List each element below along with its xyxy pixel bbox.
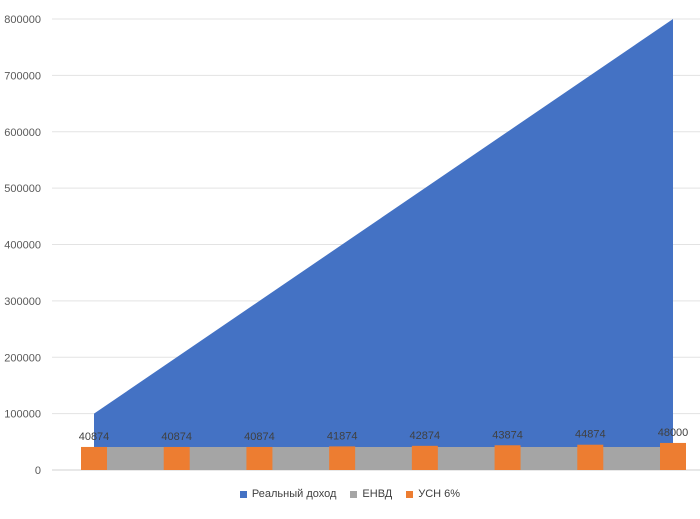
- bar-usn: [577, 444, 604, 470]
- series-area-real-income: [94, 19, 673, 447]
- bar-usn: [411, 445, 438, 470]
- y-tick-label: 700000: [4, 70, 41, 82]
- series-area-envd: [94, 446, 673, 470]
- data-label: 40874: [161, 431, 192, 443]
- y-tick-label: 600000: [4, 127, 41, 139]
- legend-label-real-income: Реальный доход: [251, 488, 337, 500]
- y-tick-label: 300000: [4, 296, 41, 308]
- bar-usn: [329, 446, 356, 470]
- legend-item-envd: ЕНВД: [350, 488, 392, 500]
- legend-item-usn: УСН 6%: [406, 488, 460, 500]
- y-tick-label: 400000: [4, 240, 41, 252]
- area-series: [94, 19, 673, 470]
- legend: Реальный доход ЕНВД УСН 6%: [0, 488, 700, 500]
- data-label: 44874: [575, 429, 606, 441]
- bar-usn: [163, 446, 190, 470]
- legend-swatch-envd: [350, 490, 358, 498]
- y-tick-label: 500000: [4, 183, 41, 195]
- bar-usn: [246, 446, 273, 470]
- legend-label-usn: УСН 6%: [418, 488, 461, 500]
- y-tick-label: 200000: [4, 352, 41, 364]
- y-tick-label: 100000: [4, 409, 41, 421]
- data-label: 48000: [658, 427, 689, 439]
- data-label: 42874: [410, 430, 441, 442]
- bar-usn: [494, 445, 521, 470]
- data-label: 43874: [492, 429, 523, 441]
- y-tick-label: 800000: [4, 14, 41, 26]
- data-labels: 40874 40874 40874 41874 42874 43874 44874 48000: [79, 427, 689, 443]
- legend-swatch-usn: [406, 490, 414, 498]
- y-tick-label: 0: [35, 465, 41, 477]
- legend-label-envd: ЕНВД: [362, 488, 393, 500]
- legend-item-real-income: Реальный доход: [239, 488, 337, 500]
- bar-usn: [81, 446, 107, 470]
- data-label: 41874: [327, 430, 358, 442]
- bar-usn: [660, 442, 686, 470]
- data-label: 40874: [79, 431, 110, 443]
- data-label: 40874: [244, 431, 275, 443]
- y-axis: 0 100000 200000 300000 400000 500000 600000 700…: [4, 14, 41, 477]
- bar-series: [81, 442, 686, 470]
- legend-swatch-real-income: [239, 490, 247, 498]
